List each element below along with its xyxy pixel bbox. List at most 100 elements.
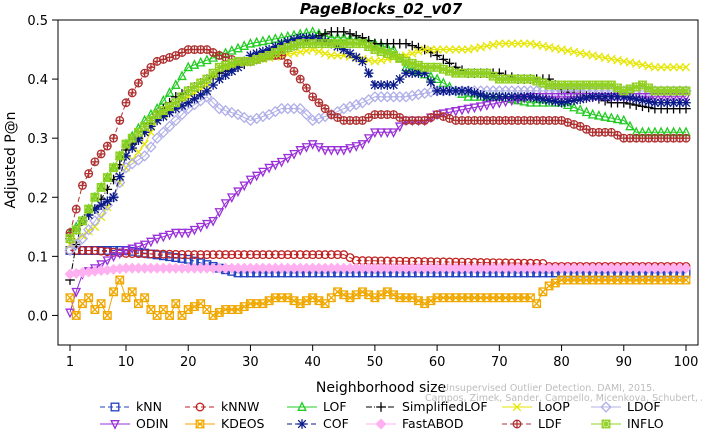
series-line-loop xyxy=(69,43,686,245)
point-lof-88 xyxy=(606,112,617,123)
point-lof-89 xyxy=(612,113,623,124)
legend-label-ldof: LDOF xyxy=(627,399,661,414)
point-lof-33 xyxy=(264,34,274,45)
point-inflo-100 xyxy=(681,86,691,96)
point-loop-95 xyxy=(650,63,660,72)
point-ldof-45 xyxy=(338,102,350,115)
point-knnw-42 xyxy=(320,250,330,260)
point-ldof-56 xyxy=(406,89,418,102)
point-odin-12 xyxy=(133,242,144,253)
x-tick-label-80: 80 xyxy=(553,355,570,370)
point-knnw-24 xyxy=(208,250,218,260)
series-line-ldof xyxy=(69,90,686,251)
point-loop-42 xyxy=(320,49,330,58)
point-ldof-14 xyxy=(145,141,157,153)
point-odin-82 xyxy=(569,92,579,103)
point-odin-38 xyxy=(295,146,306,156)
point-inflo-18 xyxy=(171,98,181,108)
point-ldof-32 xyxy=(257,110,269,123)
point-knnw-18 xyxy=(171,249,181,259)
point-odin-6 xyxy=(96,260,106,270)
point-odin-65 xyxy=(463,104,474,115)
point-ldf-38 xyxy=(295,74,305,84)
series-line-kdeos xyxy=(69,278,686,317)
point-ldf-12 xyxy=(133,78,143,88)
point-ldf-100 xyxy=(681,133,691,143)
point-lof-75 xyxy=(525,96,536,107)
point-knnw-16 xyxy=(158,249,168,259)
point-knnw-29 xyxy=(239,250,249,260)
point-cof-62 xyxy=(444,86,455,96)
point-ldof-58 xyxy=(418,87,431,99)
legend-marker-odin xyxy=(110,420,120,430)
point-odin-53 xyxy=(388,128,399,139)
series-line-ldf xyxy=(69,49,686,233)
point-ldf-39 xyxy=(301,83,311,93)
point-lof-20 xyxy=(183,61,194,72)
point-loop-96 xyxy=(656,63,666,72)
point-ldf-36 xyxy=(283,58,293,68)
legend-label-inflo: INFLO xyxy=(627,416,664,431)
legend-marker-simplifiedlof xyxy=(376,402,386,412)
point-odin-35 xyxy=(276,157,287,168)
point-inflo-7 xyxy=(102,173,112,183)
point-odin-28 xyxy=(233,187,243,198)
point-odin-33 xyxy=(264,163,274,174)
point-lof-81 xyxy=(562,99,573,110)
point-ldof-55 xyxy=(400,91,412,103)
point-loop-62 xyxy=(445,45,454,54)
point-ldof-25 xyxy=(213,102,226,115)
x-tick-label-30: 30 xyxy=(242,355,259,370)
point-simplifiedlof-55 xyxy=(401,38,411,49)
point-knnw-7 xyxy=(102,247,112,257)
point-cof-26 xyxy=(220,70,231,80)
point-knnw-37 xyxy=(289,250,299,260)
legend-item-kdeos: KDEOS xyxy=(185,416,265,431)
point-cof-69 xyxy=(488,92,498,102)
point-loop-61 xyxy=(439,45,448,54)
point-odin-51 xyxy=(376,128,386,139)
point-ldof-38 xyxy=(294,102,306,115)
x-axis-title: Neighborhood size xyxy=(316,380,446,396)
point-loop-74 xyxy=(519,39,529,48)
legend-item-simplifiedlof: SimplifiedLOF xyxy=(366,399,488,414)
point-ldf-11 xyxy=(127,88,137,98)
point-ldf-42 xyxy=(320,104,330,114)
point-knnw-28 xyxy=(233,250,243,260)
point-knnw-4 xyxy=(84,246,94,255)
point-lof-90 xyxy=(618,114,629,125)
point-odin-19 xyxy=(177,228,187,239)
point-ldof-57 xyxy=(412,88,425,101)
point-odin-66 xyxy=(469,103,480,114)
point-knnw-40 xyxy=(308,250,318,260)
legend-label-loop: LoOP xyxy=(538,399,570,414)
point-odin-43 xyxy=(326,146,337,156)
point-loop-57 xyxy=(414,47,423,56)
point-knnw-27 xyxy=(227,250,237,260)
credit-line-1: Unsupervised Outlier Detection. DAMI, 20… xyxy=(442,383,655,394)
point-cof-6 xyxy=(96,200,106,210)
point-inflo-9 xyxy=(115,151,125,161)
point-lof-86 xyxy=(594,109,604,120)
point-odin-80 xyxy=(556,92,567,103)
point-cof-88 xyxy=(606,92,617,102)
point-odin-23 xyxy=(202,219,212,230)
legend-marker-cof xyxy=(297,419,307,429)
legend-marker-kdeos xyxy=(195,419,205,429)
point-kdeos-9 xyxy=(115,275,125,285)
point-lof-22 xyxy=(195,56,206,67)
y-tick-label-0.1: 0.1 xyxy=(27,250,48,265)
x-tick-label-50: 50 xyxy=(367,355,384,370)
point-lof-31 xyxy=(251,36,262,47)
point-ldof-18 xyxy=(170,114,182,127)
point-inflo-2 xyxy=(71,225,81,235)
point-knnw-20 xyxy=(183,250,193,260)
point-kdeos-18 xyxy=(171,299,181,309)
point-ldf-49 xyxy=(364,113,374,122)
series-simplifiedlof xyxy=(65,27,691,285)
point-ldof-16 xyxy=(157,126,170,138)
series-kdeos xyxy=(65,275,691,320)
point-cof-61 xyxy=(438,86,449,96)
series-markers-inflo xyxy=(65,39,691,244)
